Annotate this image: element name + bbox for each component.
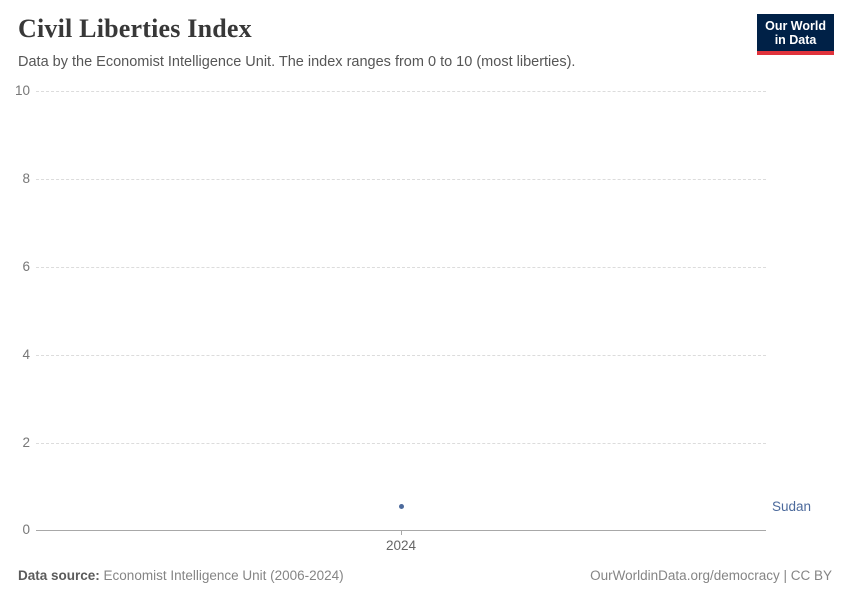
owid-logo[interactable]: Our World in Data (757, 14, 834, 55)
y-axis-tick-label: 2 (22, 435, 30, 450)
gridline-2 (36, 443, 766, 444)
data-source-value[interactable]: Economist Intelligence Unit (2006-2024) (103, 568, 344, 583)
y-axis-tick-label: 6 (22, 259, 30, 274)
gridline-10 (36, 91, 766, 92)
license-link[interactable]: OurWorldinData.org/democracy | CC BY (590, 568, 832, 583)
page-title: Civil Liberties Index (18, 14, 252, 43)
y-axis-tick-label: 0 (22, 522, 30, 537)
y-axis-tick-label: 8 (22, 171, 30, 186)
gridline-6 (36, 267, 766, 268)
gridline-4 (36, 355, 766, 356)
gridline-8 (36, 179, 766, 180)
chart-footer: Data source: Economist Intelligence Unit… (18, 568, 832, 583)
y-axis-tick-label: 4 (22, 347, 30, 362)
data-source-line: Data source: Economist Intelligence Unit… (18, 568, 344, 583)
x-axis-tick-mark (401, 530, 402, 535)
y-axis-tick-label: 10 (14, 83, 30, 98)
data-source-label: Data source: (18, 568, 100, 583)
chart-subtitle: Data by the Economist Intelligence Unit.… (18, 54, 576, 70)
owid-logo-line1: Our World (765, 19, 826, 33)
entity-label-sudan[interactable]: Sudan (772, 499, 812, 514)
x-axis-tick-label: 2024 (385, 538, 417, 553)
owid-logo-line2: in Data (774, 33, 817, 47)
data-point-sudan-2024[interactable] (399, 504, 404, 509)
